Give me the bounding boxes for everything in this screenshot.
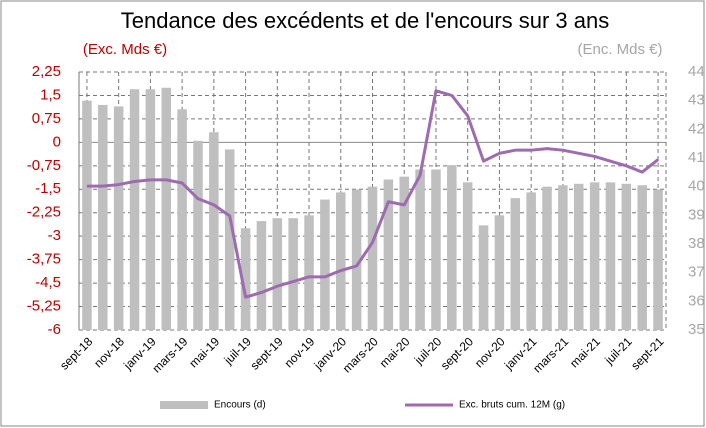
y2-axis-label: (Enc. Mds €) bbox=[577, 41, 662, 58]
bar bbox=[209, 132, 219, 330]
bar bbox=[447, 165, 457, 330]
y-tick-label: 1,5 bbox=[40, 86, 61, 103]
bar bbox=[351, 189, 362, 330]
y-tick-label: 0,75 bbox=[32, 110, 61, 127]
bar bbox=[272, 218, 283, 330]
bar bbox=[637, 185, 647, 330]
bar bbox=[431, 169, 441, 330]
bar bbox=[653, 189, 663, 330]
bar bbox=[113, 106, 124, 331]
bar bbox=[161, 87, 172, 331]
bar bbox=[304, 215, 314, 330]
y2-tick-label: 39 bbox=[688, 206, 705, 223]
bar bbox=[193, 140, 203, 330]
bar bbox=[145, 89, 156, 330]
y-tick-label: -2,25 bbox=[27, 204, 61, 221]
y2-tick-label: 42 bbox=[688, 120, 705, 137]
bar bbox=[177, 109, 187, 331]
bar bbox=[558, 185, 568, 330]
bar bbox=[383, 179, 394, 330]
bar bbox=[288, 218, 298, 330]
bar bbox=[526, 192, 536, 330]
bar bbox=[510, 198, 521, 330]
bar bbox=[542, 186, 552, 330]
bar bbox=[462, 182, 473, 330]
bar bbox=[82, 100, 92, 331]
bar bbox=[240, 228, 251, 330]
bar bbox=[129, 89, 140, 330]
bar bbox=[605, 182, 616, 330]
y2-tick-label: 41 bbox=[688, 149, 705, 166]
bar bbox=[478, 225, 489, 330]
y-axis-label: (Exc. Mds €) bbox=[83, 41, 167, 58]
bar bbox=[336, 192, 346, 330]
chart-title: Tendance des excédents et de l'encours s… bbox=[121, 8, 610, 33]
y-tick-label: -0,75 bbox=[27, 157, 61, 174]
y2-tick-label: 36 bbox=[688, 292, 705, 309]
y-tick-label: -4,5 bbox=[35, 274, 61, 291]
bar bbox=[415, 169, 425, 330]
bar bbox=[573, 183, 584, 330]
y2-tick-label: 38 bbox=[688, 235, 705, 252]
y2-tick-label: 44 bbox=[688, 63, 705, 80]
bar bbox=[98, 104, 108, 330]
legend-label: Encours (d) bbox=[214, 400, 266, 411]
bar bbox=[224, 149, 235, 330]
bar bbox=[320, 199, 330, 330]
y-tick-label: -6 bbox=[48, 321, 61, 338]
bar bbox=[589, 182, 600, 330]
bar bbox=[494, 215, 505, 330]
y2-tick-label: 43 bbox=[688, 92, 705, 109]
y2-tick-label: 35 bbox=[688, 321, 705, 338]
y-tick-label: -3,75 bbox=[27, 251, 61, 268]
y2-tick-label: 40 bbox=[688, 178, 705, 195]
y-tick-label: -1,5 bbox=[35, 180, 61, 197]
legend-swatch bbox=[160, 401, 208, 409]
bar bbox=[367, 186, 378, 330]
bar bbox=[399, 176, 409, 330]
bar bbox=[621, 183, 632, 330]
line bbox=[86, 89, 659, 299]
bar bbox=[256, 221, 267, 330]
y2-tick-label: 37 bbox=[688, 264, 705, 281]
legend-label: Exc. bruts cum. 12M (g) bbox=[459, 400, 565, 411]
y-tick-label: 2,25 bbox=[32, 63, 61, 80]
y-tick-label: -3 bbox=[48, 227, 61, 244]
y-tick-label: 0 bbox=[53, 133, 61, 150]
y-tick-label: -5,25 bbox=[27, 298, 61, 315]
